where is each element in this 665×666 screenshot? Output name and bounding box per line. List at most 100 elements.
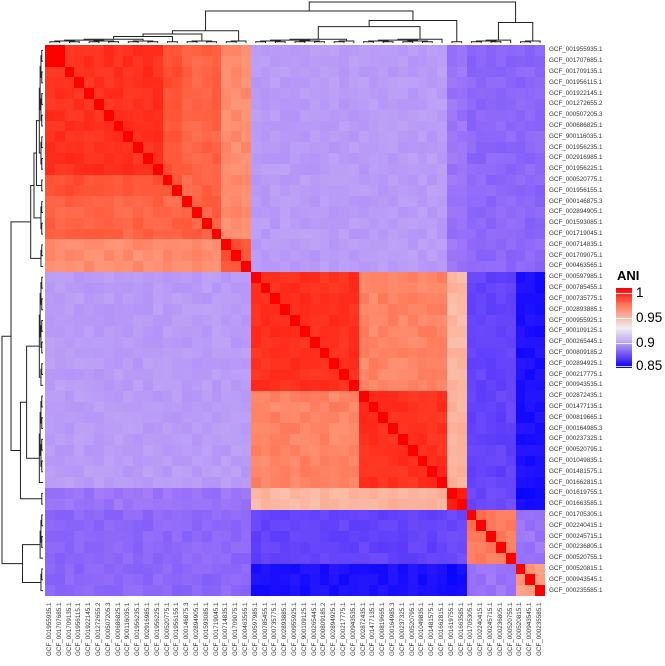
heatmap-cell xyxy=(407,174,418,186)
heatmap-cell xyxy=(446,293,457,305)
heatmap-cell xyxy=(45,455,55,467)
heatmap-cell xyxy=(84,563,95,575)
heatmap-cell xyxy=(172,401,183,413)
heatmap-cell xyxy=(417,228,428,240)
heatmap-cell xyxy=(515,207,526,218)
heatmap-cell xyxy=(339,563,349,575)
heatmap-cell xyxy=(329,466,340,478)
heatmap-cell xyxy=(417,444,428,456)
heatmap-cell xyxy=(64,369,75,380)
heatmap-cell xyxy=(103,520,114,532)
row-label: GCF_001719045.1 xyxy=(549,230,603,238)
heatmap-cell xyxy=(358,142,369,154)
heatmap-cell xyxy=(446,520,457,532)
heatmap-cell xyxy=(201,271,212,283)
heatmap-cell xyxy=(290,185,300,197)
heatmap-cell xyxy=(339,282,349,294)
heatmap-cell xyxy=(45,271,55,283)
heatmap-cell xyxy=(280,250,291,262)
heatmap-cell xyxy=(280,77,291,89)
heatmap-cell xyxy=(94,325,104,337)
heatmap-cell xyxy=(211,477,222,488)
heatmap-cell xyxy=(45,552,55,564)
heatmap-cell xyxy=(45,315,55,326)
heatmap-cell xyxy=(133,250,144,262)
heatmap-cell xyxy=(241,99,251,110)
heatmap-cell xyxy=(368,379,379,391)
column-label: GCF_001593085.1 xyxy=(202,602,210,656)
heatmap-cell xyxy=(143,315,153,326)
heatmap-cell xyxy=(64,153,75,164)
heatmap-cell xyxy=(437,250,447,262)
heatmap-cell xyxy=(525,369,536,380)
heatmap-cell xyxy=(329,336,340,348)
column-label: GCF_000507205.3 xyxy=(104,602,112,656)
heatmap-cell xyxy=(466,185,477,197)
row-label: GCF_000507205.3 xyxy=(549,111,603,119)
row-label: GCF_002894925.1 xyxy=(549,359,603,367)
heatmap-cell xyxy=(397,520,408,532)
heatmap-cell xyxy=(525,552,536,564)
heatmap-cell xyxy=(505,239,516,251)
legend-tick-mark xyxy=(616,293,632,294)
heatmap-cell xyxy=(103,131,114,143)
heatmap-cell xyxy=(250,77,261,89)
heatmap-cell xyxy=(250,401,261,413)
heatmap-cell xyxy=(270,88,281,100)
heatmap-cell xyxy=(211,325,222,337)
heatmap-cell xyxy=(515,109,526,121)
heatmap-cell xyxy=(495,444,506,456)
heatmap-cell xyxy=(103,423,114,434)
heatmap-cell xyxy=(388,477,398,488)
heatmap-cell xyxy=(113,369,124,380)
heatmap-cell xyxy=(103,390,114,402)
heatmap-cell xyxy=(241,228,251,240)
heatmap-cell xyxy=(250,131,261,143)
heatmap-cell xyxy=(319,520,330,532)
heatmap-cell xyxy=(525,228,536,240)
heatmap-cell xyxy=(221,217,232,229)
heatmap-cell xyxy=(397,304,408,316)
heatmap-cell xyxy=(94,261,104,272)
heatmap-cell xyxy=(427,347,438,359)
heatmap-cell xyxy=(192,99,202,110)
heatmap-cell xyxy=(535,88,545,100)
heatmap-cell xyxy=(309,174,320,186)
heatmap-cell xyxy=(486,466,496,478)
heatmap-cell xyxy=(319,347,330,359)
heatmap-cell xyxy=(427,217,438,229)
heatmap-cell xyxy=(182,196,193,208)
heatmap-cell xyxy=(221,261,232,272)
heatmap-cell xyxy=(299,509,310,521)
heatmap-cell xyxy=(270,282,281,294)
heatmap-cell xyxy=(182,55,193,67)
heatmap-cell xyxy=(143,163,153,175)
heatmap-cell xyxy=(446,509,457,521)
heatmap-cell xyxy=(388,325,398,337)
heatmap-cell xyxy=(172,77,183,89)
heatmap-cell xyxy=(358,358,369,370)
heatmap-cell xyxy=(407,401,418,413)
heatmap-cell xyxy=(250,433,261,445)
heatmap-cell xyxy=(486,455,496,467)
heatmap-cell xyxy=(397,531,408,542)
heatmap-cell xyxy=(329,325,340,337)
heatmap-cell xyxy=(221,369,232,380)
heatmap-cell xyxy=(427,45,438,56)
heatmap-cell xyxy=(476,455,487,467)
heatmap-cell xyxy=(397,369,408,380)
heatmap-cell xyxy=(182,142,193,154)
heatmap-cell xyxy=(339,196,349,208)
heatmap-cell xyxy=(368,153,379,164)
heatmap-cell xyxy=(368,487,379,499)
heatmap-cell xyxy=(319,379,330,391)
heatmap-cell xyxy=(152,131,163,143)
heatmap-cell xyxy=(525,358,536,370)
heatmap-cell xyxy=(446,304,457,316)
heatmap-cell xyxy=(515,574,526,586)
heatmap-cell xyxy=(231,239,242,251)
heatmap-cell xyxy=(437,99,447,110)
heatmap-cell xyxy=(437,120,447,132)
heatmap-cell xyxy=(525,77,536,89)
heatmap-cell xyxy=(172,271,183,283)
